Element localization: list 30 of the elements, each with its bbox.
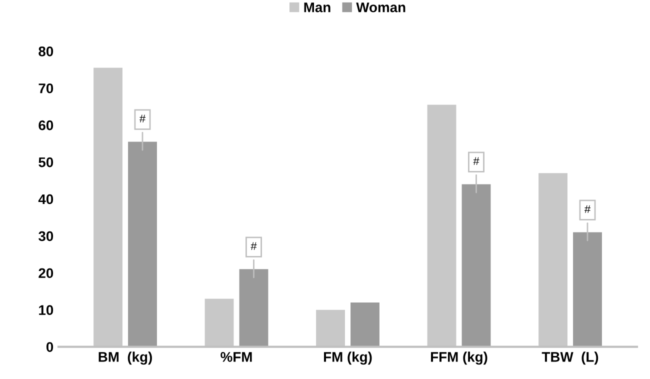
bar (204, 298, 234, 347)
bar (239, 269, 268, 347)
bar (462, 184, 491, 347)
y-tick-label: 80 (38, 46, 54, 56)
x-tick-label: FFM (kg) (431, 352, 488, 365)
annotation: # (584, 205, 591, 213)
y-tick-label: 0 (46, 342, 54, 352)
bar (538, 173, 568, 347)
legend-label: Man (304, 2, 330, 12)
y-tick-label: 60 (38, 120, 54, 130)
x-tick-label: %FM (220, 352, 252, 362)
bar (350, 302, 380, 347)
y-tick-label: 70 (38, 83, 54, 94)
y-tick-label: 30 (38, 231, 54, 242)
y-tick-label: 40 (38, 194, 54, 204)
bar (316, 310, 345, 347)
x-tick-label: FM (kg) (324, 352, 372, 365)
legend-label: Woman (356, 2, 406, 12)
annotation: # (473, 157, 480, 165)
annotation: # (250, 242, 257, 250)
bar (128, 142, 157, 347)
y-tick-label: 20 (38, 268, 54, 278)
y-tick-label: 50 (38, 157, 54, 168)
x-tick-label: BM (kg) (98, 352, 152, 365)
annotation: # (139, 114, 146, 122)
bar (94, 68, 122, 347)
y-tick-label: 10 (39, 305, 54, 315)
bar (573, 232, 602, 347)
x-tick-label: TBW (L) (542, 352, 598, 365)
bar (427, 104, 456, 347)
